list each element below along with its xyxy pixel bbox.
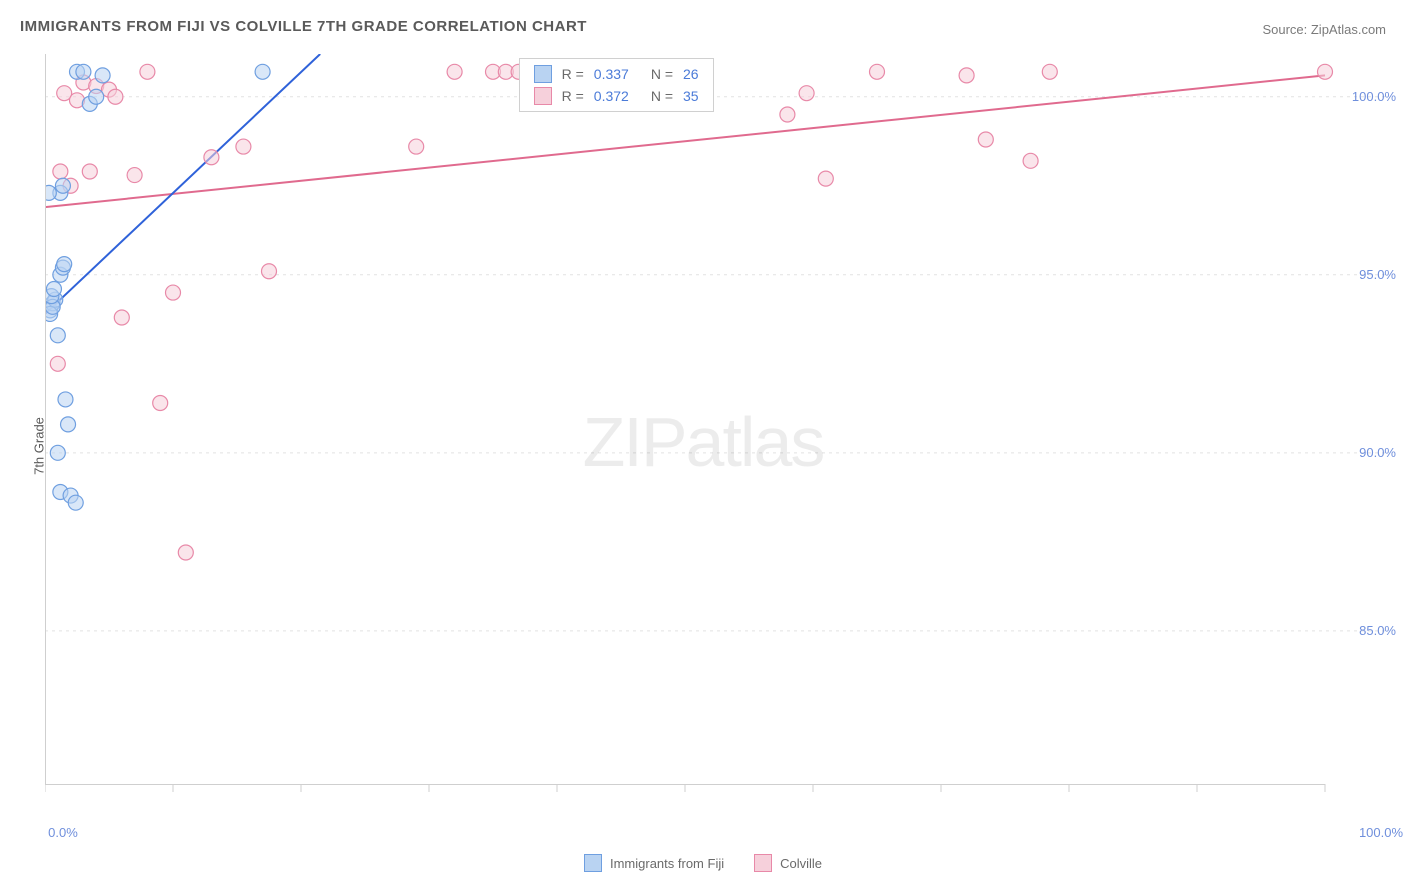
stats-r-value: 0.372 xyxy=(594,88,629,104)
stats-row: R = 0.337 N = 26 xyxy=(520,63,713,85)
y-tick-label: 100.0% xyxy=(1352,89,1396,104)
stats-n-value: 35 xyxy=(683,88,699,104)
stats-n-value: 26 xyxy=(683,66,699,82)
legend-swatch-colville xyxy=(754,854,772,872)
legend-label-fiji: Immigrants from Fiji xyxy=(610,856,724,871)
stats-r-label: R = xyxy=(562,66,584,82)
legend-label-colville: Colville xyxy=(780,856,822,871)
stats-n-label: N = xyxy=(651,66,673,82)
stats-n-label: N = xyxy=(651,88,673,104)
stats-swatch xyxy=(534,65,552,83)
stats-swatch xyxy=(534,87,552,105)
x-tick-label-min: 0.0% xyxy=(38,825,88,840)
y-tick-label: 90.0% xyxy=(1359,445,1396,460)
bottom-legend: Immigrants from Fiji Colville xyxy=(0,854,1406,872)
stats-r-value: 0.337 xyxy=(594,66,629,82)
stats-row: R = 0.372 N = 35 xyxy=(520,85,713,107)
y-tick-label: 85.0% xyxy=(1359,623,1396,638)
chart-title: IMMIGRANTS FROM FIJI VS COLVILLE 7TH GRA… xyxy=(20,18,587,35)
scatter-plot xyxy=(45,54,1385,794)
legend-item-fiji: Immigrants from Fiji xyxy=(584,854,724,872)
legend-swatch-fiji xyxy=(584,854,602,872)
y-tick-label: 95.0% xyxy=(1359,267,1396,282)
x-tick-label-max: 100.0% xyxy=(1351,825,1406,840)
stats-r-label: R = xyxy=(562,88,584,104)
legend-item-colville: Colville xyxy=(754,854,822,872)
stats-legend: R = 0.337 N = 26 R = 0.372 N = 35 xyxy=(519,58,714,112)
source-attribution: Source: ZipAtlas.com xyxy=(1262,22,1386,37)
